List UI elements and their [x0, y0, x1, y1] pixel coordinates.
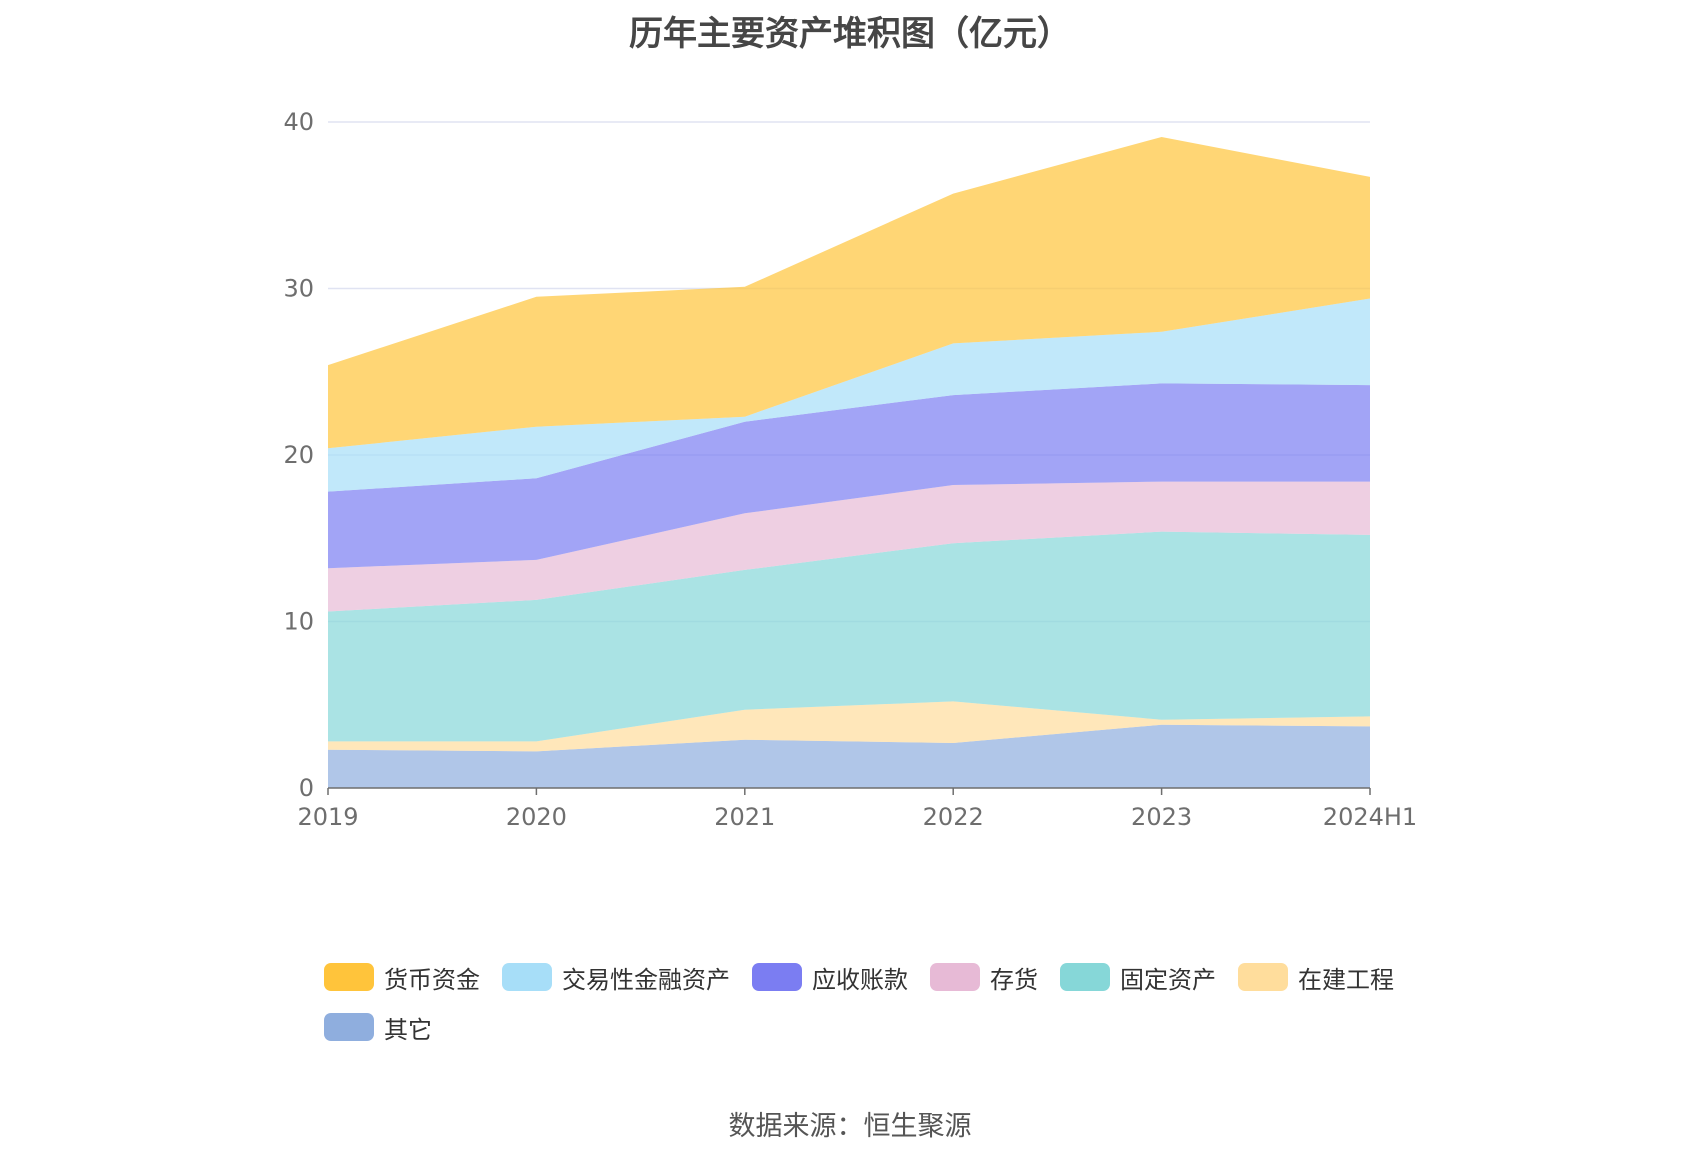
legend-item[interactable]: 货币资金 — [324, 952, 480, 1002]
legend-label: 应收账款 — [812, 965, 908, 994]
x-tick-label: 2019 — [297, 803, 358, 831]
area-series-0 — [328, 724, 1370, 788]
legend-swatch — [752, 963, 802, 991]
x-tick-label: 2023 — [1131, 803, 1192, 831]
chart-legend: 货币资金 交易性金融资产 应收账款 存货 固定资产 在建工程其它 — [324, 952, 1424, 1052]
x-tick-label: 2024H1 — [1323, 803, 1417, 831]
y-tick-label: 0 — [299, 774, 314, 802]
y-tick-label: 20 — [283, 441, 314, 469]
legend-swatch — [1060, 963, 1110, 991]
legend-item[interactable]: 在建工程 — [1238, 952, 1394, 1002]
legend-label: 在建工程 — [1298, 965, 1394, 994]
data-source-note: 数据来源：恒生聚源 — [728, 1111, 972, 1142]
legend-swatch — [502, 963, 552, 991]
x-tick-label: 2021 — [714, 803, 775, 831]
legend-label: 其它 — [384, 1015, 432, 1044]
area-series-1 — [328, 701, 1370, 752]
legend-label: 交易性金融资产 — [562, 965, 730, 994]
x-tick-label: 2022 — [923, 803, 984, 831]
legend-item[interactable]: 应收账款 — [752, 952, 908, 1002]
chart-title: 历年主要资产堆积图（亿元） — [629, 14, 1071, 54]
area-series-2 — [328, 531, 1370, 742]
y-tick-label: 10 — [283, 608, 314, 636]
legend-swatch — [930, 963, 980, 991]
area-series-6 — [328, 137, 1370, 449]
legend-swatch — [1238, 963, 1288, 991]
legend-item[interactable]: 交易性金融资产 — [502, 952, 730, 1002]
area-series-3 — [328, 481, 1370, 612]
legend-label: 存货 — [990, 965, 1038, 994]
legend-swatch — [324, 963, 374, 991]
legend-item[interactable]: 存货 — [930, 952, 1038, 1002]
y-tick-label: 30 — [283, 275, 314, 303]
x-tick-label: 2020 — [506, 803, 567, 831]
legend-label: 固定资产 — [1120, 965, 1216, 994]
legend-item[interactable]: 其它 — [324, 1002, 432, 1052]
legend-label: 货币资金 — [384, 965, 480, 994]
area-series-4 — [328, 383, 1370, 569]
area-series-5 — [328, 298, 1370, 492]
legend-item[interactable]: 固定资产 — [1060, 952, 1216, 1002]
legend-swatch — [324, 1013, 374, 1041]
y-tick-label: 40 — [283, 108, 314, 136]
